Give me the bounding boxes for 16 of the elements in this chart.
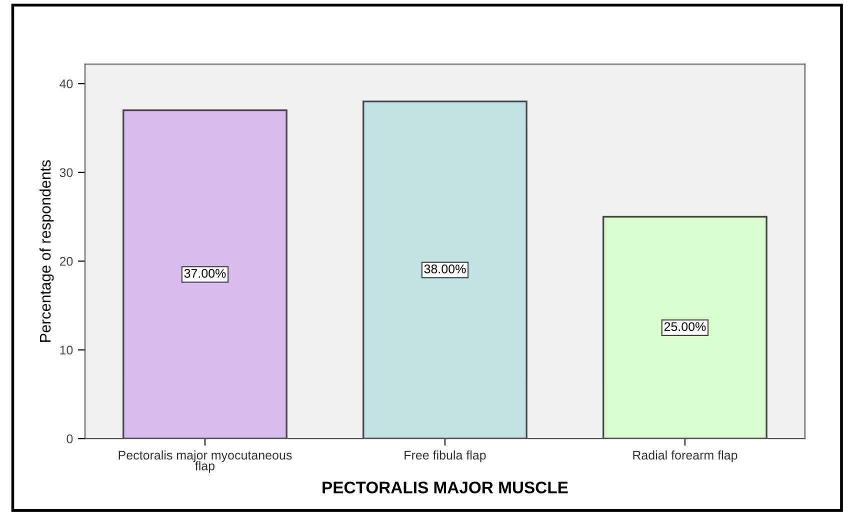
x-tick-label: Pectoralis major myocutaneous flap <box>118 450 292 473</box>
x-tick-label: Free fibula flap <box>404 450 486 462</box>
y-tick-label: 20 <box>60 256 73 266</box>
data-label: 38.00% <box>424 264 466 274</box>
y-axis-title: Percentage of respondents <box>39 160 54 342</box>
x-tick-label: Radial forearm flap <box>633 450 738 462</box>
bar <box>122 109 288 439</box>
y-tick-label: 40 <box>60 79 73 88</box>
y-tick-label: 10 <box>60 346 73 355</box>
data-label: 37.00% <box>184 268 226 278</box>
y-tick-label: 0 <box>66 434 73 444</box>
x-axis-title: PECTORALIS MAJOR MUSCLE <box>322 482 568 494</box>
data-label: 25.00% <box>664 322 706 332</box>
bar <box>362 100 528 439</box>
y-tick-label: 30 <box>60 168 73 178</box>
bar <box>602 216 768 439</box>
